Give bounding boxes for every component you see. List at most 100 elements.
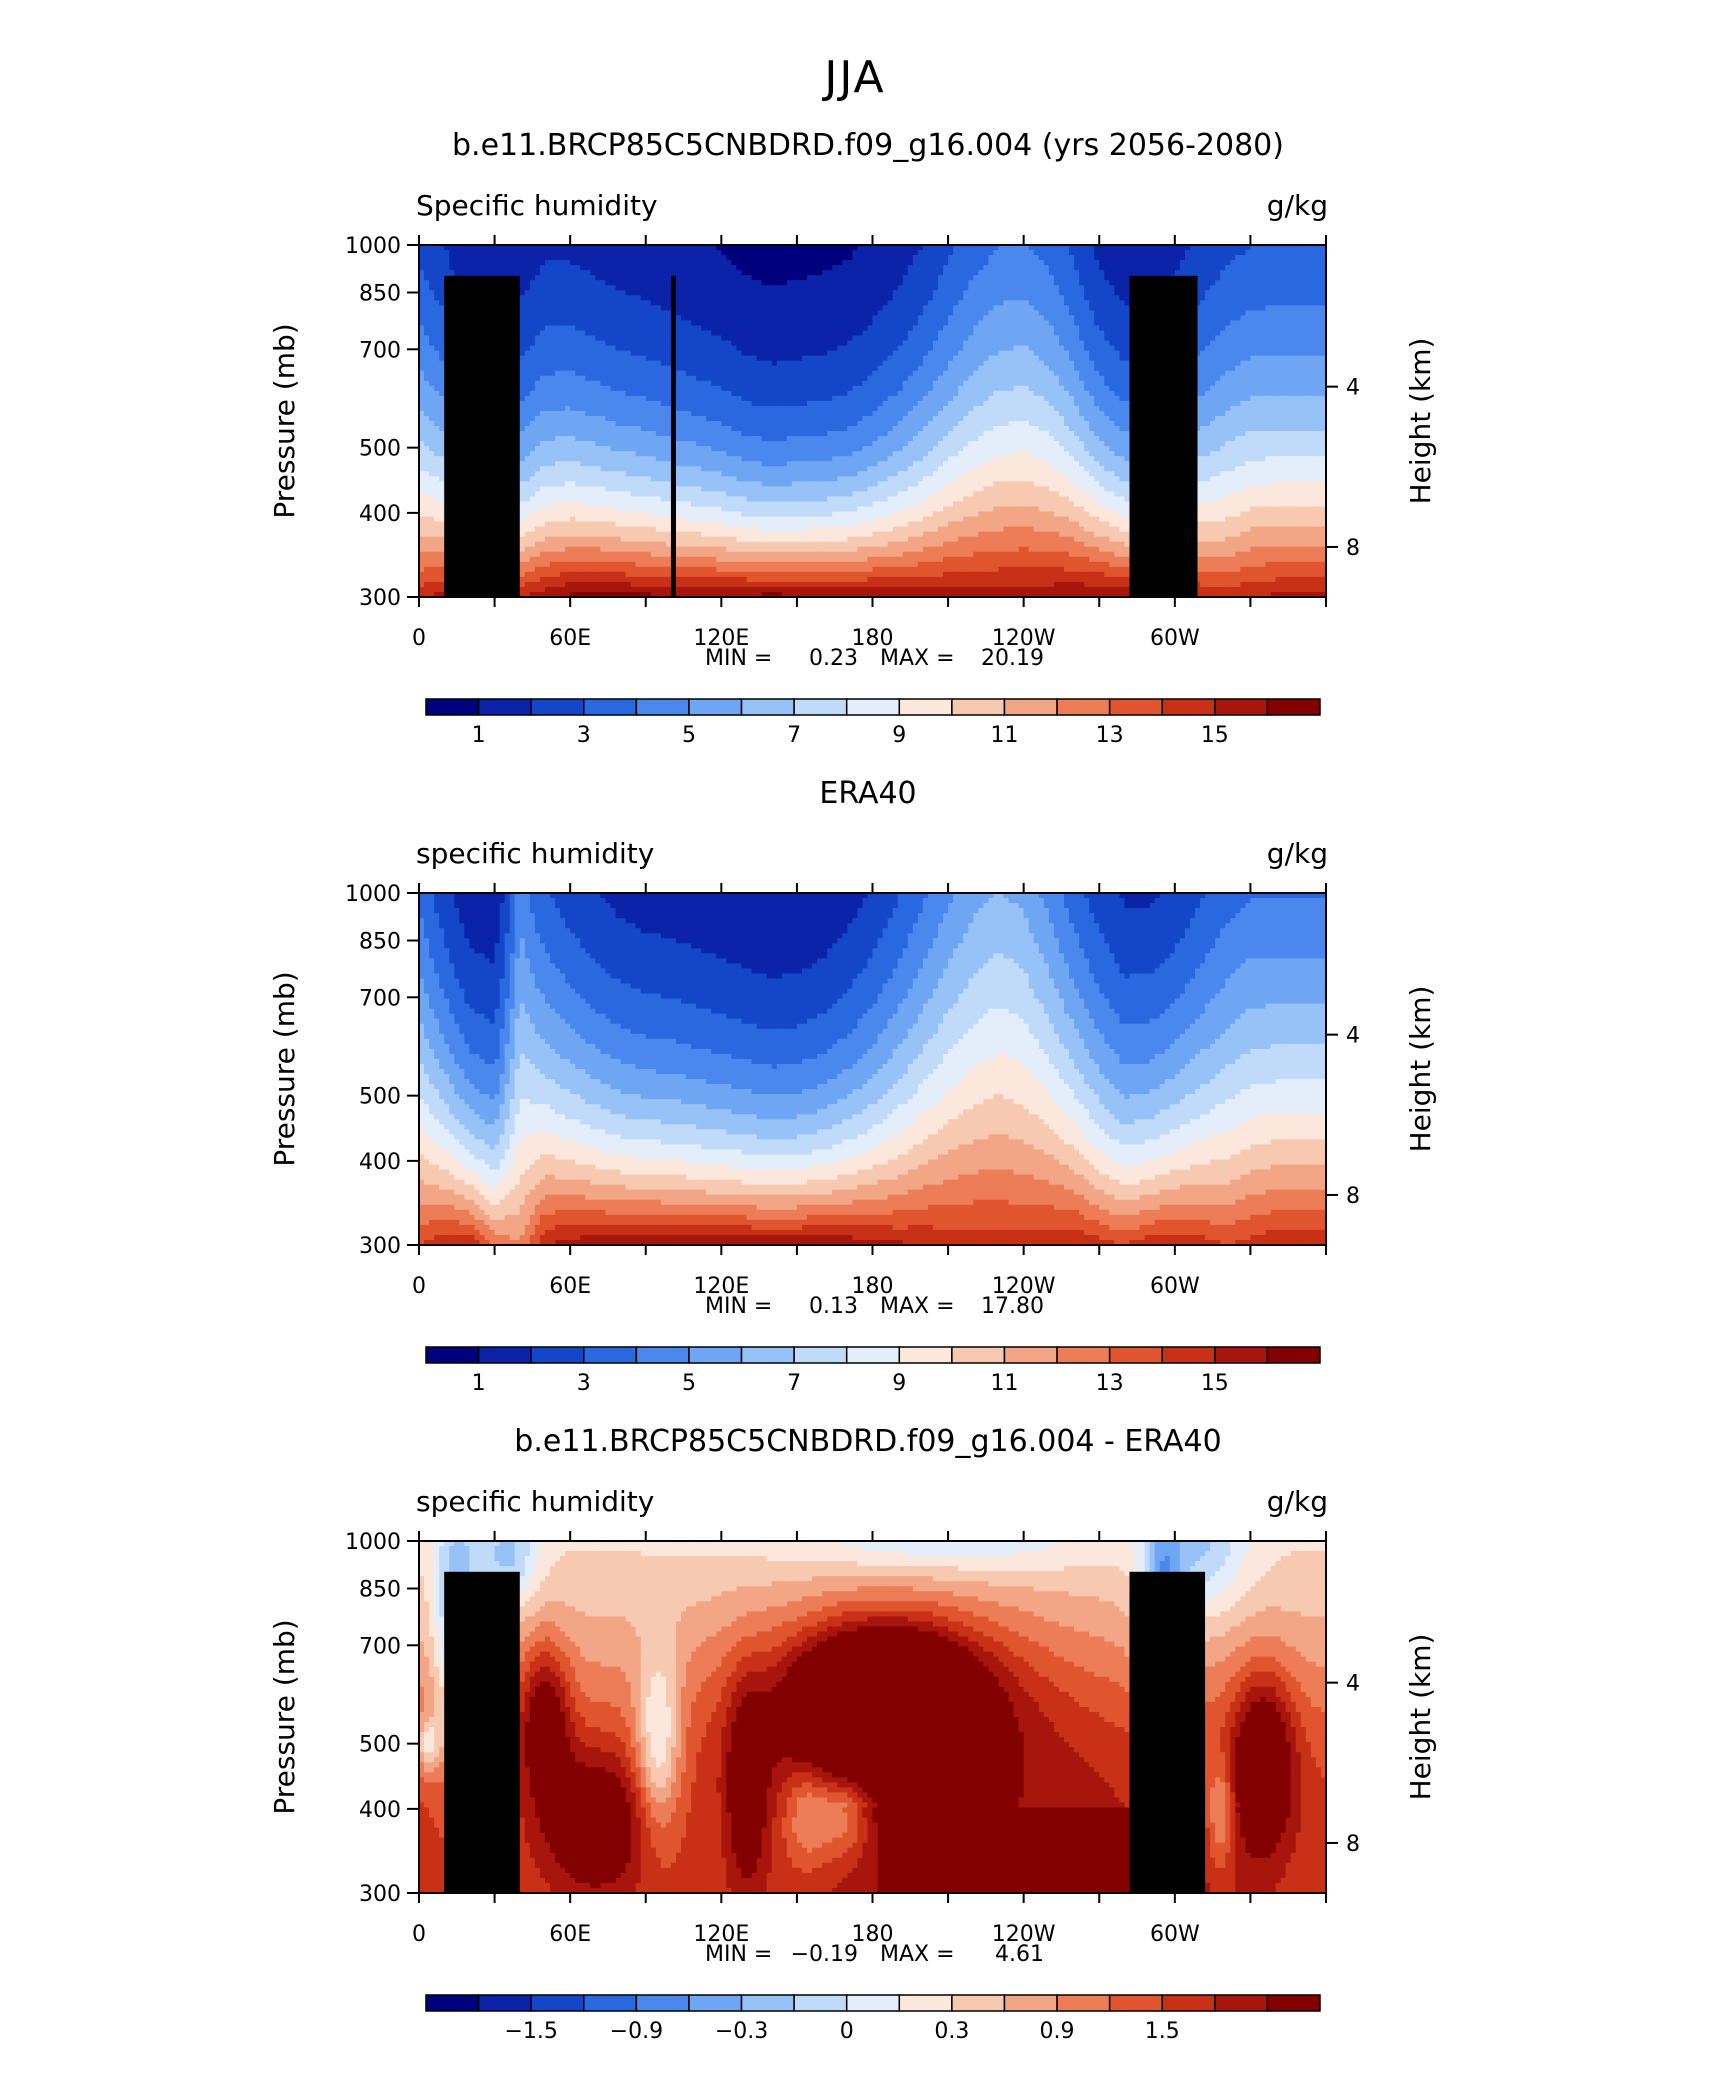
contour-cell [1275,285,1282,291]
contour-cell [953,275,959,281]
contour-cell [953,255,959,261]
contour-cell [1023,350,1030,357]
contour-cell [761,355,768,362]
contour-cell [640,315,647,322]
contour-cell [1018,360,1025,367]
contour-cell [897,365,904,372]
contour-cell [842,345,848,352]
contour-cell [1038,370,1045,377]
contour-cell [993,380,1000,387]
contour-cell [711,315,717,322]
contour-cell [429,305,435,311]
contour-cell [927,275,934,281]
contour-cell [988,270,995,276]
contour-cell [1245,255,1252,261]
contour-cell [660,345,667,352]
contour-cell [1023,290,1030,296]
contour-cell [1048,315,1055,322]
contour-cell [948,360,954,367]
contour-cell [575,345,581,352]
contour-cell [565,325,571,332]
contour-cell [892,335,899,342]
contour-cell [761,365,768,372]
contour-cell [645,275,652,281]
contour-cell [1310,335,1317,342]
contour-cell [504,265,511,271]
contour-cell [1295,265,1302,271]
contour-cell [1215,245,1221,251]
contour-cell [948,270,954,276]
contour-cell [615,380,622,387]
contour-cell [585,325,591,332]
contour-cell [711,295,717,301]
contour-cell [746,305,753,311]
contour-cell [1033,375,1040,382]
contour-cell [812,340,818,347]
contour-cell [701,300,707,306]
contour-cell [1028,305,1035,311]
contour-cell [534,345,541,352]
contour-cell [1265,270,1272,276]
contour-cell [650,245,657,251]
contour-cell [504,270,511,276]
contour-cell [1285,265,1292,271]
contour-cell [938,285,944,291]
units-label: g/kg [1267,189,1328,222]
contour-cell [1184,260,1191,266]
contour-cell [565,270,571,276]
contour-cell [534,255,541,261]
contour-cell [1063,285,1070,291]
contour-cell [1119,320,1126,327]
contour-cell [1270,295,1277,301]
contour-cell [1305,340,1312,347]
contour-cell [832,305,838,311]
contour-cell [1245,355,1252,362]
contour-cell [922,380,929,387]
contour-cell [615,340,622,347]
contour-cell [1225,345,1231,352]
contour-cell [550,245,556,251]
contour-cell [736,350,743,357]
contour-cell [1119,275,1126,281]
contour-cell [842,370,848,377]
contour-cell [1275,310,1282,316]
contour-cell [927,280,934,286]
contour-cell [907,245,914,251]
contour-cell [1305,325,1312,332]
contour-cell [786,320,793,327]
contour-cell [1280,340,1287,347]
contour-cell [958,295,964,301]
contour-cell [1008,270,1015,276]
contour-cell [812,245,818,251]
contour-cell [1235,330,1241,337]
contour-cell [761,250,768,256]
contour-cell [630,255,637,261]
contour-cell [1290,330,1297,337]
contour-cell [801,340,808,347]
contour-cell [590,290,596,296]
contour-cell [454,255,460,261]
contour-cell [655,265,662,271]
contour-cell [781,340,788,347]
contour-cell [912,255,919,261]
contour-cell [822,330,828,337]
contour-cell [1104,325,1110,332]
contour-cell [1164,250,1171,256]
contour-cell [958,370,964,377]
contour-cell [1250,345,1257,352]
contour-cell [897,290,904,296]
contour-cell [706,320,712,327]
contour-cell [1255,295,1262,301]
contour-cell [801,265,808,271]
contour-cell [1013,300,1020,306]
contour-cell [691,260,697,266]
contour-cell [1094,375,1100,382]
contour-cell [927,375,934,382]
contour-cell [610,320,617,327]
contour-cell [872,335,879,342]
contour-cell [1069,275,1075,281]
contour-cell [1003,320,1010,327]
contour-cell [529,325,536,332]
contour-cell [1114,260,1121,266]
contour-cell [655,260,662,266]
